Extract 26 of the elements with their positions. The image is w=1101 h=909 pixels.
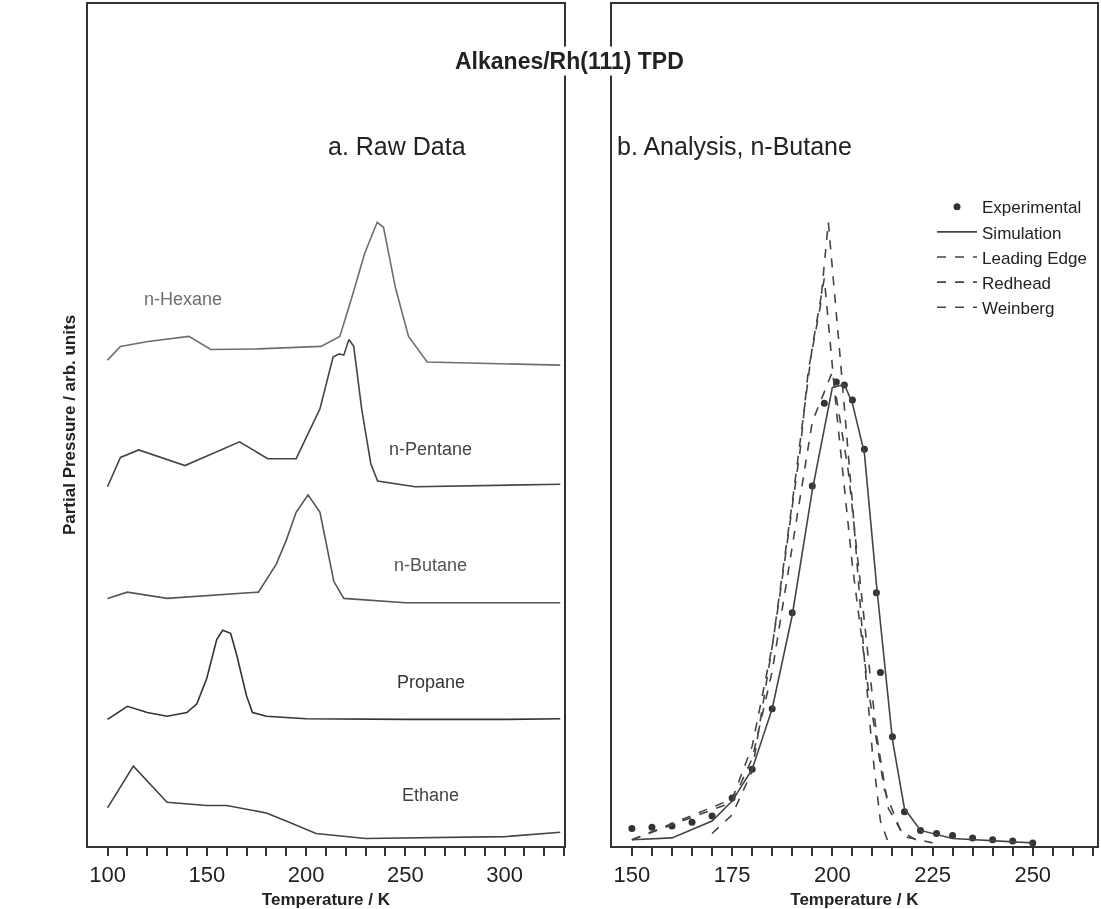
x-tick-label: 300 [486, 862, 523, 888]
x-tick-label: 150 [613, 862, 651, 888]
x-tick-label: 150 [188, 862, 226, 888]
x-axis-title: Temperature / K [261, 890, 391, 909]
series-label: n-Hexane [144, 289, 223, 309]
x-axis-title: Temperature / K [790, 890, 920, 909]
series-label: n-Pentane [389, 439, 473, 459]
x-tick-label: 250 [387, 862, 424, 888]
series-label: Ethane [402, 785, 460, 805]
x-tick-label: 100 [89, 862, 126, 888]
legend-label: Experimental [982, 198, 1082, 218]
legend-label: Simulation [982, 223, 1062, 243]
chart-subtitle: a. Raw Data [328, 132, 466, 160]
x-tick-label: 225 [914, 862, 951, 888]
chart-title: Alkanes/Rh(111) TPD [455, 48, 684, 74]
y-axis-title: Partial Pressure / arb. units [59, 314, 79, 536]
x-tick-label: 200 [287, 862, 325, 888]
legend-label: Redhead [982, 273, 1052, 293]
series-label: Propane [397, 672, 466, 692]
x-tick-label: 175 [713, 862, 751, 888]
series-label: n-Butane [394, 555, 468, 575]
legend-label: Weinberg [982, 298, 1055, 318]
x-tick-label: 250 [1014, 862, 1052, 888]
x-tick-label: 200 [813, 862, 851, 888]
legend-label: Leading Edge [982, 248, 1087, 268]
chart-subtitle: b. Analysis, n-Butane [617, 132, 852, 160]
